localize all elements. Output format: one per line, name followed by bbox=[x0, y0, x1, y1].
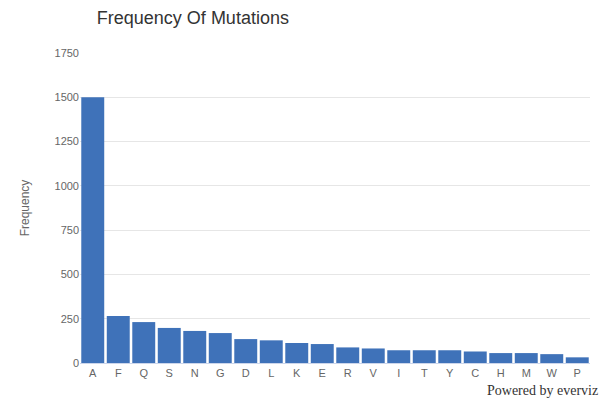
svg-text:P: P bbox=[574, 367, 581, 379]
svg-text:D: D bbox=[242, 367, 250, 379]
svg-text:F: F bbox=[115, 367, 122, 379]
svg-text:A: A bbox=[89, 367, 97, 379]
svg-text:L: L bbox=[268, 367, 274, 379]
svg-text:N: N bbox=[191, 367, 199, 379]
svg-text:H: H bbox=[497, 367, 505, 379]
svg-text:Q: Q bbox=[139, 367, 148, 379]
svg-text:I: I bbox=[397, 367, 400, 379]
svg-text:Y: Y bbox=[446, 367, 454, 379]
svg-text:Frequency Of Mutations: Frequency Of Mutations bbox=[97, 8, 289, 28]
svg-text:Frequency: Frequency bbox=[18, 180, 32, 237]
svg-text:1500: 1500 bbox=[55, 91, 79, 103]
svg-text:S: S bbox=[166, 367, 173, 379]
svg-text:1000: 1000 bbox=[55, 180, 79, 192]
svg-text:R: R bbox=[344, 367, 352, 379]
svg-text:E: E bbox=[319, 367, 326, 379]
svg-text:1750: 1750 bbox=[55, 47, 79, 59]
svg-text:C: C bbox=[471, 367, 479, 379]
svg-text:750: 750 bbox=[61, 224, 79, 236]
svg-text:W: W bbox=[547, 367, 558, 379]
svg-text:500: 500 bbox=[61, 268, 79, 280]
svg-text:M: M bbox=[522, 367, 531, 379]
svg-text:0: 0 bbox=[73, 357, 79, 369]
svg-text:T: T bbox=[421, 367, 428, 379]
svg-text:K: K bbox=[293, 367, 301, 379]
svg-text:V: V bbox=[370, 367, 378, 379]
svg-text:G: G bbox=[216, 367, 225, 379]
svg-text:Powered by everviz: Powered by everviz bbox=[487, 383, 598, 398]
svg-text:1250: 1250 bbox=[55, 135, 79, 147]
svg-text:250: 250 bbox=[61, 313, 79, 325]
